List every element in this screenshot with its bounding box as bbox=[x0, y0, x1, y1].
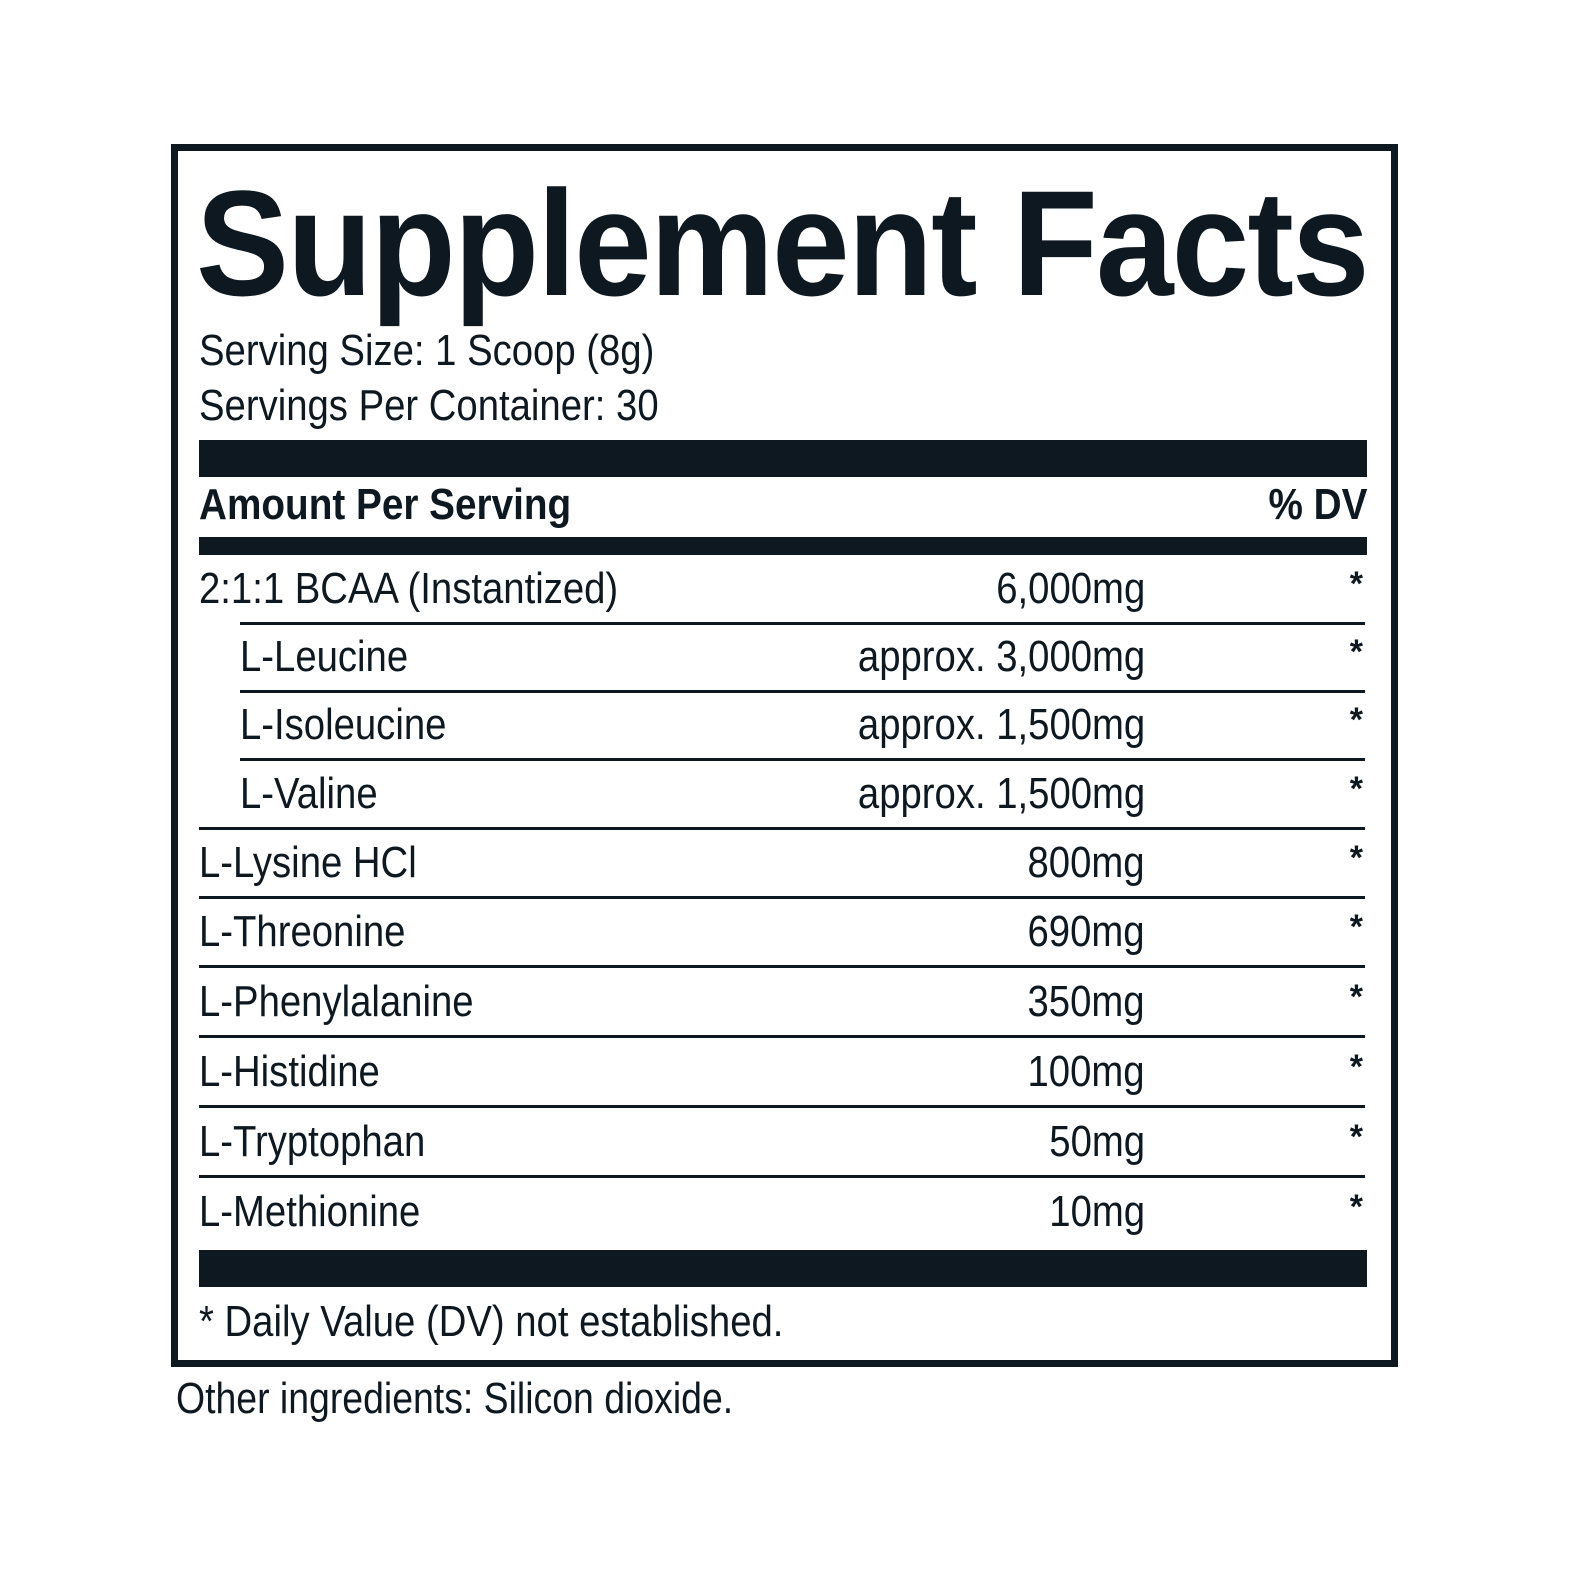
ingredient-amount: 350mg bbox=[1027, 977, 1145, 1026]
ingredient-amount: 50mg bbox=[1049, 1117, 1145, 1166]
ingredient-name: L-Leucine bbox=[240, 632, 409, 681]
ingredient-amount: 690mg bbox=[1027, 907, 1145, 956]
thick-divider-top bbox=[199, 440, 1367, 477]
row-divider bbox=[240, 758, 1365, 761]
supplement-facts-panel bbox=[171, 144, 1398, 1367]
ingredient-row: L-Threonine 690mg * bbox=[199, 899, 1367, 968]
ingredient-row: L-Lysine HCl 800mg * bbox=[199, 830, 1367, 899]
ingredient-row: 2:1:1 BCAA (Instantized) 6,000mg * bbox=[199, 556, 1367, 625]
ingredient-name: L-Lysine HCl bbox=[199, 838, 417, 887]
medium-divider bbox=[199, 537, 1367, 555]
ingredient-row: L-Leucine approx. 3,000mg * bbox=[199, 624, 1367, 693]
ingredient-amount: approx. 1,500mg bbox=[857, 700, 1145, 749]
row-divider bbox=[199, 896, 1365, 899]
ingredient-row: L-Valine approx. 1,500mg * bbox=[199, 761, 1367, 830]
dv-header: % DV bbox=[1268, 480, 1367, 529]
row-divider bbox=[199, 1175, 1365, 1178]
row-divider bbox=[240, 622, 1365, 625]
other-ingredients: Other ingredients: Silicon dioxide. bbox=[176, 1374, 734, 1423]
ingredient-name: L-Histidine bbox=[199, 1047, 380, 1096]
ingredient-name: 2:1:1 BCAA (Instantized) bbox=[199, 564, 619, 613]
ingredient-amount: 10mg bbox=[1049, 1187, 1145, 1236]
ingredient-name: L-Tryptophan bbox=[199, 1117, 426, 1166]
dv-asterisk: * bbox=[1349, 1188, 1363, 1226]
dv-footnote: * Daily Value (DV) not established. bbox=[199, 1297, 784, 1346]
ingredient-amount: approx. 1,500mg bbox=[857, 769, 1145, 818]
panel-title: Supplement Facts bbox=[196, 159, 1370, 327]
row-divider bbox=[199, 965, 1365, 968]
dv-asterisk: * bbox=[1349, 908, 1363, 946]
dv-asterisk: * bbox=[1349, 1118, 1363, 1156]
row-divider bbox=[240, 690, 1365, 693]
amount-per-serving-header: Amount Per Serving bbox=[199, 480, 572, 529]
ingredient-name: L-Threonine bbox=[199, 907, 406, 956]
dv-asterisk: * bbox=[1349, 770, 1363, 808]
servings-per-container: Servings Per Container: 30 bbox=[199, 381, 659, 430]
dv-asterisk: * bbox=[1349, 978, 1363, 1016]
row-divider bbox=[199, 827, 1365, 830]
ingredient-amount: 800mg bbox=[1027, 838, 1145, 887]
ingredient-name: L-Valine bbox=[240, 769, 378, 818]
serving-size: Serving Size: 1 Scoop (8g) bbox=[199, 326, 655, 375]
ingredient-row: L-Phenylalanine 350mg * bbox=[199, 969, 1367, 1038]
ingredient-name: L-Isoleucine bbox=[240, 700, 447, 749]
ingredient-row: L-Tryptophan 50mg * bbox=[199, 1109, 1367, 1178]
ingredient-name: L-Methionine bbox=[199, 1187, 421, 1236]
ingredient-row: L-Methionine 10mg * bbox=[199, 1179, 1367, 1248]
ingredient-amount: 100mg bbox=[1027, 1047, 1145, 1096]
dv-asterisk: * bbox=[1349, 1048, 1363, 1086]
row-divider bbox=[199, 1105, 1365, 1108]
ingredient-row: L-Histidine 100mg * bbox=[199, 1039, 1367, 1108]
ingredient-name: L-Phenylalanine bbox=[199, 977, 474, 1026]
dv-asterisk: * bbox=[1349, 701, 1363, 739]
dv-asterisk: * bbox=[1349, 633, 1363, 671]
thick-divider-bottom bbox=[199, 1250, 1367, 1287]
ingredient-row: L-Isoleucine approx. 1,500mg * bbox=[199, 692, 1367, 761]
ingredient-amount: approx. 3,000mg bbox=[857, 632, 1145, 681]
row-divider bbox=[199, 1035, 1365, 1038]
dv-asterisk: * bbox=[1349, 839, 1363, 877]
dv-asterisk: * bbox=[1349, 565, 1363, 603]
ingredient-amount: 6,000mg bbox=[996, 564, 1145, 613]
